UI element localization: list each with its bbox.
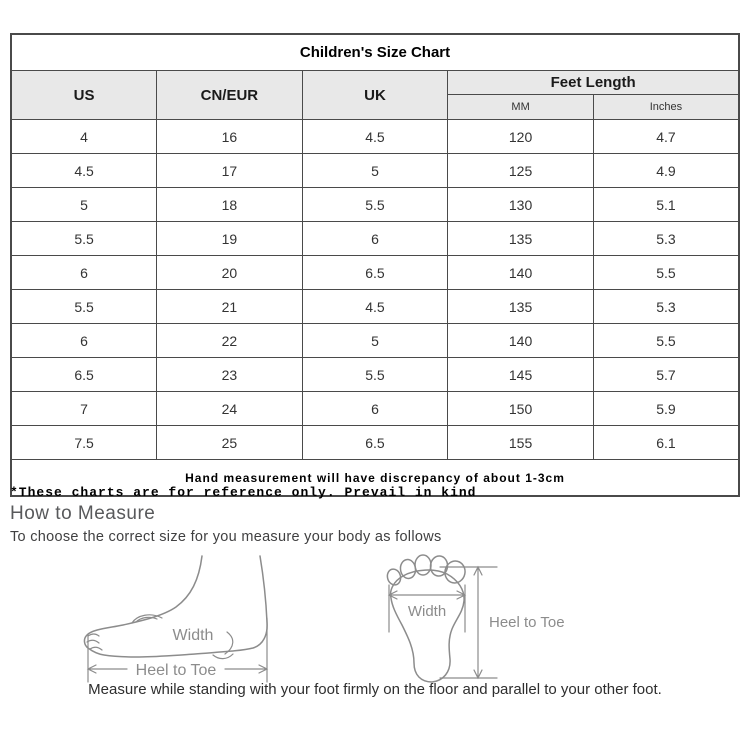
size-cell: 7 [10,391,158,426]
size-cell: 5.3 [592,221,740,256]
toe-lines [86,633,103,651]
size-cell: 4.5 [10,153,158,188]
footprint-outline [389,569,465,683]
size-cell: 5.9 [592,391,740,426]
size-cell: 18 [156,187,303,222]
foot-side-view-diagram: Width Heel to Toe [75,548,285,688]
side-heel-to-toe-label: Heel to Toe [136,662,217,679]
table-row: 5.5 19 6 135 5.3 [10,221,740,256]
foot-top-view-diagram: Width Heel to Toe [375,548,625,688]
size-cell: 4.5 [301,289,449,324]
toe-1 [386,568,402,586]
how-to-measure-subtitle: To choose the correct size for you measu… [10,529,442,545]
table-header-row: US CN/EUR UK Feet Length [10,70,740,120]
width-arrow-line [387,590,467,600]
size-cell: 135 [447,221,594,256]
size-cell: 6 [301,221,449,256]
size-cell: 7.5 [10,425,158,460]
side-width-label: Width [173,627,214,644]
size-cell: 5.5 [301,187,449,222]
size-cell: 5 [301,323,449,358]
size-cell: 6.5 [301,255,449,290]
size-cell: 6 [10,323,158,358]
size-cell: 5.7 [592,357,740,392]
table-title-row: Children's Size Chart [10,33,740,71]
size-cell: 4 [10,119,158,154]
measure-instruction-caption: Measure while standing with your foot fi… [88,681,662,698]
table-subheader-row: MM Inches [11,94,740,120]
size-cell: 120 [447,119,594,154]
measure-line-left [86,664,128,674]
size-cell: 25 [156,425,303,460]
size-cell: 21 [156,289,303,324]
table-row: 6.5 23 5.5 145 5.7 [10,357,740,392]
size-cell: 155 [447,425,594,460]
toe-5 [444,560,466,584]
size-cell: 135 [447,289,594,324]
foot-side-outline [83,555,268,658]
size-cell: 140 [447,323,594,358]
table-row: 6 20 6.5 140 5.5 [10,255,740,290]
size-table-body: 4 16 4.5 120 4.7 4.5 17 5 125 4.9 5 18 5.5 130 5.1 5.5 1… [10,119,740,460]
toe-3 [414,554,432,576]
reference-note: *These charts are for reference only. Pr… [10,485,477,500]
column-header-us: US [10,70,158,120]
size-cell: 5.5 [301,357,449,392]
table-title: Children's Size Chart [10,33,740,71]
size-cell: 6.5 [301,425,449,460]
table-row: 5.5 21 4.5 135 5.3 [10,289,740,324]
width-curl-detail [212,631,234,660]
size-cell: 19 [156,221,303,256]
table-row: 6 22 5 140 5.5 [10,323,740,358]
column-header-uk: UK [301,70,449,120]
size-cell: 5.5 [10,289,158,324]
table-row: 4 16 4.5 120 4.7 [10,119,740,154]
size-cell: 4.5 [301,119,449,154]
size-cell: 24 [156,391,303,426]
table-row: 7.5 25 6.5 155 6.1 [10,425,740,460]
column-header-feet-length: Feet Length [447,70,740,95]
size-cell: 4.7 [592,119,740,154]
column-header-inches: Inches [592,94,740,120]
length-arrow-line [473,565,483,680]
foot-side-view-icon: Width Heel to Toe [83,555,269,683]
size-cell: 20 [156,255,303,290]
size-cell: 16 [156,119,303,154]
table-footnote-row: Hand measurement will have discrepancy o… [10,459,740,497]
top-width-label: Width [408,603,446,620]
table-footnote: Hand measurement will have discrepancy o… [10,459,740,497]
size-cell: 6.1 [592,425,740,460]
size-cell: 150 [447,391,594,426]
foot-top-view-icon: Width Heel to Toe [386,554,565,683]
table-row: 7 24 6 150 5.9 [10,391,740,426]
size-cell: 140 [447,255,594,290]
size-cell: 145 [447,357,594,392]
how-to-measure-heading: How to Measure [10,503,156,524]
size-cell: 6 [301,391,449,426]
table-row: 5 18 5.5 130 5.1 [10,187,740,222]
top-heel-to-toe-label: Heel to Toe [489,614,565,631]
size-cell: 5.5 [592,255,740,290]
table-row: 4.5 17 5 125 4.9 [10,153,740,188]
size-cell: 22 [156,323,303,358]
size-cell: 125 [447,153,594,188]
column-header-cn-eur: CN/EUR [156,70,303,120]
size-cell: 5.5 [10,221,158,256]
instep-detail [131,614,163,624]
size-cell: 5 [301,153,449,188]
measure-line-right [224,664,269,674]
size-cell: 4.9 [592,153,740,188]
size-cell: 6 [10,255,158,290]
size-cell: 5.5 [592,323,740,358]
size-cell: 5 [10,187,158,222]
size-cell: 5.3 [592,289,740,324]
size-cell: 6.5 [10,357,158,392]
size-cell: 17 [156,153,303,188]
children-size-table: Children's Size Chart US CN/EUR UK Feet … [10,33,740,497]
size-cell: 23 [156,357,303,392]
column-header-mm: MM [447,94,594,120]
size-cell: 130 [447,187,594,222]
size-cell: 5.1 [592,187,740,222]
